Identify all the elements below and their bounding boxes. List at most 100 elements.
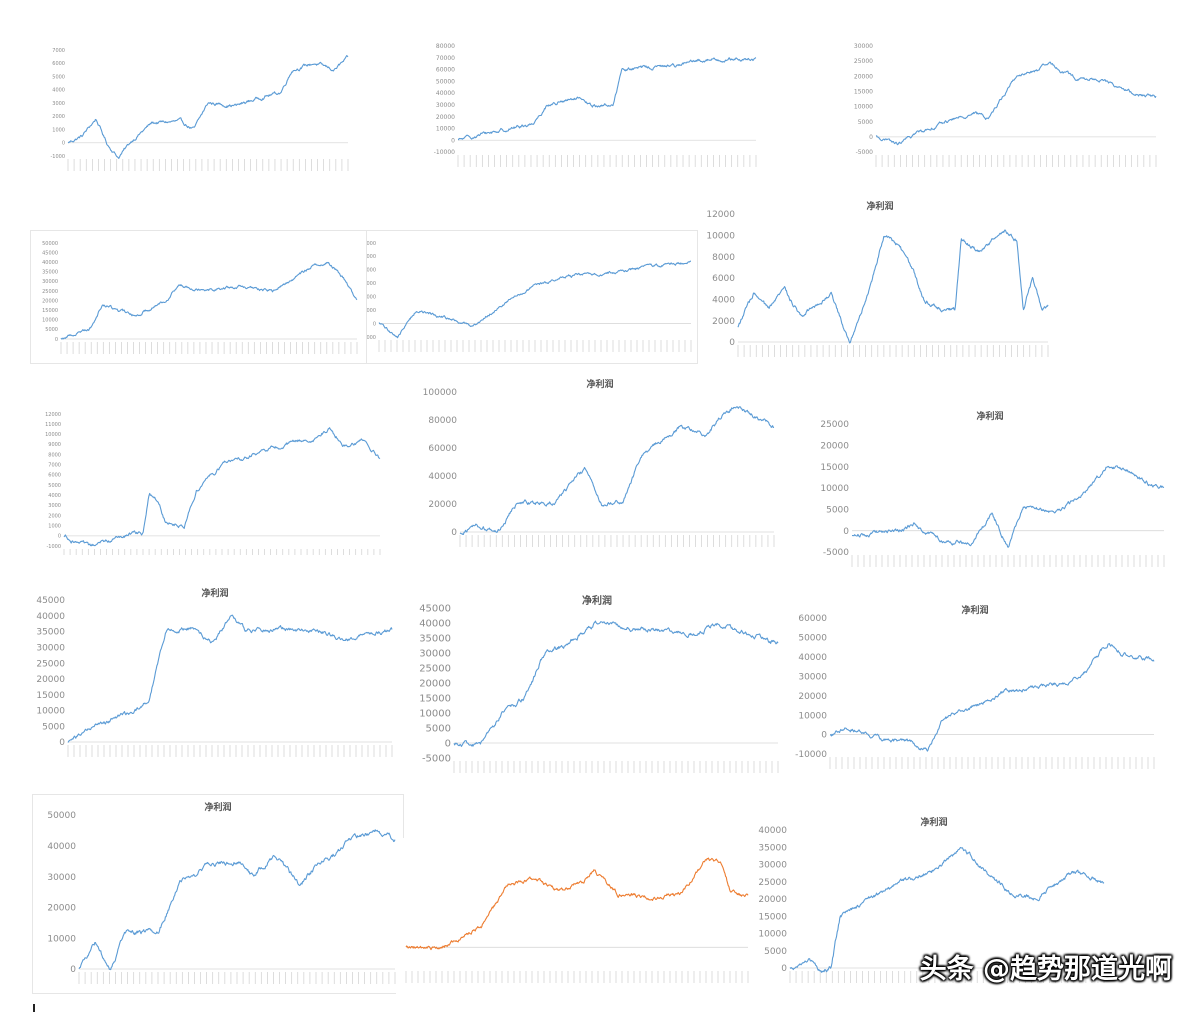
- y-tick-label: 5000: [42, 722, 65, 732]
- y-tick-label: 5000: [48, 483, 61, 489]
- y-tick-label: 60000: [436, 67, 455, 74]
- y-tick-label: 40000: [798, 653, 827, 663]
- y-tick-label: 45000: [36, 596, 65, 606]
- y-tick-label: 6000: [48, 473, 61, 479]
- y-tick-label: -5000: [856, 149, 874, 156]
- y-tick-label: 20000: [42, 298, 58, 304]
- y-tick-label: 1000: [48, 523, 61, 529]
- y-tick-label: 0: [373, 321, 376, 327]
- y-tick-label: 30000: [367, 281, 376, 287]
- y-tick-label: 9000: [48, 442, 61, 448]
- y-tick-label: 2000: [52, 114, 65, 120]
- y-tick-label: 5000: [52, 74, 65, 80]
- y-tick-label: 40000: [42, 260, 58, 266]
- y-tick-label: 0: [821, 731, 827, 741]
- y-tick-label: 0: [62, 141, 65, 147]
- chart-panel-4: 0 5000 10000 15000 20000 25000 30000 35000 40000…: [30, 230, 368, 364]
- y-tick-label: 10000: [42, 318, 58, 324]
- y-tick-label: 30000: [419, 649, 451, 660]
- series-line: [875, 61, 1157, 146]
- series-line: [453, 620, 779, 747]
- chart-svg: [405, 857, 749, 983]
- y-tick-label: 35000: [36, 628, 65, 638]
- y-tick-label: 20000: [419, 679, 451, 690]
- chart-panel-10: 0 5000 10000 15000 20000 25000 30000 35000 40000…: [30, 584, 400, 770]
- y-tick-label: 30000: [42, 279, 58, 285]
- y-tick-label: 35000: [42, 270, 58, 276]
- y-tick-label: 10000: [854, 104, 873, 111]
- y-tick-label: 15000: [758, 912, 787, 922]
- series-line: [459, 406, 775, 536]
- chart-svg: 0 5000 10000 15000 20000 25000 30000 35000 40000…: [36, 596, 393, 757]
- chart-svg: 0 5000 10000 15000 20000 25000 30000 35000 40000…: [42, 241, 358, 354]
- y-tick-label: 4000: [712, 295, 735, 305]
- y-tick-label: 20000: [854, 73, 873, 80]
- y-tick-label: 60000: [428, 444, 457, 454]
- chart-svg: -10000 0 10000 20000 30000 40000 50000 60000 700…: [434, 43, 757, 167]
- y-tick-label: 25000: [758, 878, 787, 888]
- y-tick-label: 0: [445, 739, 451, 750]
- y-tick-label: 0: [869, 134, 873, 141]
- chart-panel-13: 0 10000 20000 30000 40000 50000 净利润: [32, 794, 404, 994]
- y-tick-label: 20000: [820, 441, 849, 451]
- y-tick-label: 70000: [436, 55, 455, 62]
- y-tick-label: 10000: [436, 126, 455, 133]
- y-tick-label: 10000: [820, 484, 849, 494]
- chart-svg: -5000 0 5000 10000 15000 20000 25000 30000: [854, 43, 1157, 167]
- y-tick-label: 12000: [45, 412, 61, 418]
- y-tick-label: 4000: [48, 493, 61, 499]
- y-tick-label: 5000: [764, 947, 787, 957]
- y-tick-label: 8000: [712, 253, 735, 263]
- y-tick-label: 100000: [423, 388, 458, 398]
- y-tick-label: 45000: [419, 604, 451, 615]
- y-tick-label: 40000: [419, 619, 451, 630]
- y-tick-label: 0: [55, 337, 58, 343]
- chart-title: 净利润: [920, 818, 948, 828]
- series-line: [829, 643, 1155, 752]
- chart-title: 净利润: [976, 412, 1004, 422]
- series-line: [737, 229, 1049, 344]
- y-tick-label: -10000: [795, 750, 827, 760]
- chart-panel-3: -5000 0 5000 10000 15000 20000 25000 30000: [846, 30, 1164, 182]
- chart-title: 净利润: [866, 202, 894, 212]
- y-tick-label: 1000: [52, 127, 65, 133]
- y-tick-label: 7000: [48, 463, 61, 469]
- y-tick-label: 60000: [367, 241, 376, 247]
- chart-panel-1: -1000 0 1000 2000 3000 4000 5000 6000 7000: [30, 30, 360, 192]
- y-tick-label: 80000: [428, 416, 457, 426]
- y-tick-label: -5000: [823, 548, 849, 558]
- chart-svg: 0 2000 4000 6000 8000 10000 12000: [706, 210, 1049, 357]
- y-tick-label: 30000: [854, 43, 873, 50]
- y-tick-label: 40000: [367, 268, 376, 274]
- y-tick-label: 12000: [706, 210, 735, 220]
- series-line: [78, 829, 396, 971]
- y-tick-label: 15000: [820, 463, 849, 473]
- y-tick-label: 50000: [798, 634, 827, 644]
- y-tick-label: 10000: [367, 308, 376, 314]
- y-tick-label: 10000: [419, 709, 451, 720]
- y-tick-label: 0: [781, 964, 787, 974]
- chart-panel-9: -5000 0 5000 10000 15000 20000 25000 净利润: [810, 404, 1170, 574]
- y-tick-label: 20000: [47, 904, 76, 914]
- chart-svg: 0 5000 10000 15000 20000 25000 30000 35000 40000: [758, 826, 1105, 983]
- series-line: [378, 260, 691, 339]
- y-tick-label: 11000: [45, 422, 61, 428]
- y-tick-label: 35000: [758, 843, 787, 853]
- y-tick-label: 3000: [52, 101, 65, 107]
- y-tick-label: 20000: [758, 895, 787, 905]
- y-tick-label: 30000: [436, 102, 455, 109]
- y-tick-label: 4000: [52, 88, 65, 94]
- chart-svg: -10000 0 10000 20000 30000 40000 50000 60000: [367, 241, 692, 352]
- y-tick-label: 0: [843, 527, 849, 537]
- y-tick-label: 20000: [798, 692, 827, 702]
- y-tick-label: 5000: [858, 119, 873, 126]
- y-tick-label: 40000: [436, 90, 455, 97]
- chart-title: 净利润: [201, 589, 229, 599]
- series-line: [67, 55, 349, 159]
- y-tick-label: -10000: [367, 335, 376, 341]
- chart-panel-14: [396, 838, 756, 998]
- chart-panel-15: 0 5000 10000 15000 20000 25000 30000 35000 40000…: [756, 812, 1112, 992]
- y-tick-label: -5000: [422, 754, 451, 765]
- y-tick-label: -1000: [46, 544, 61, 550]
- chart-svg: -5000 0 5000 10000 15000 20000 25000 30000 35000…: [419, 604, 779, 773]
